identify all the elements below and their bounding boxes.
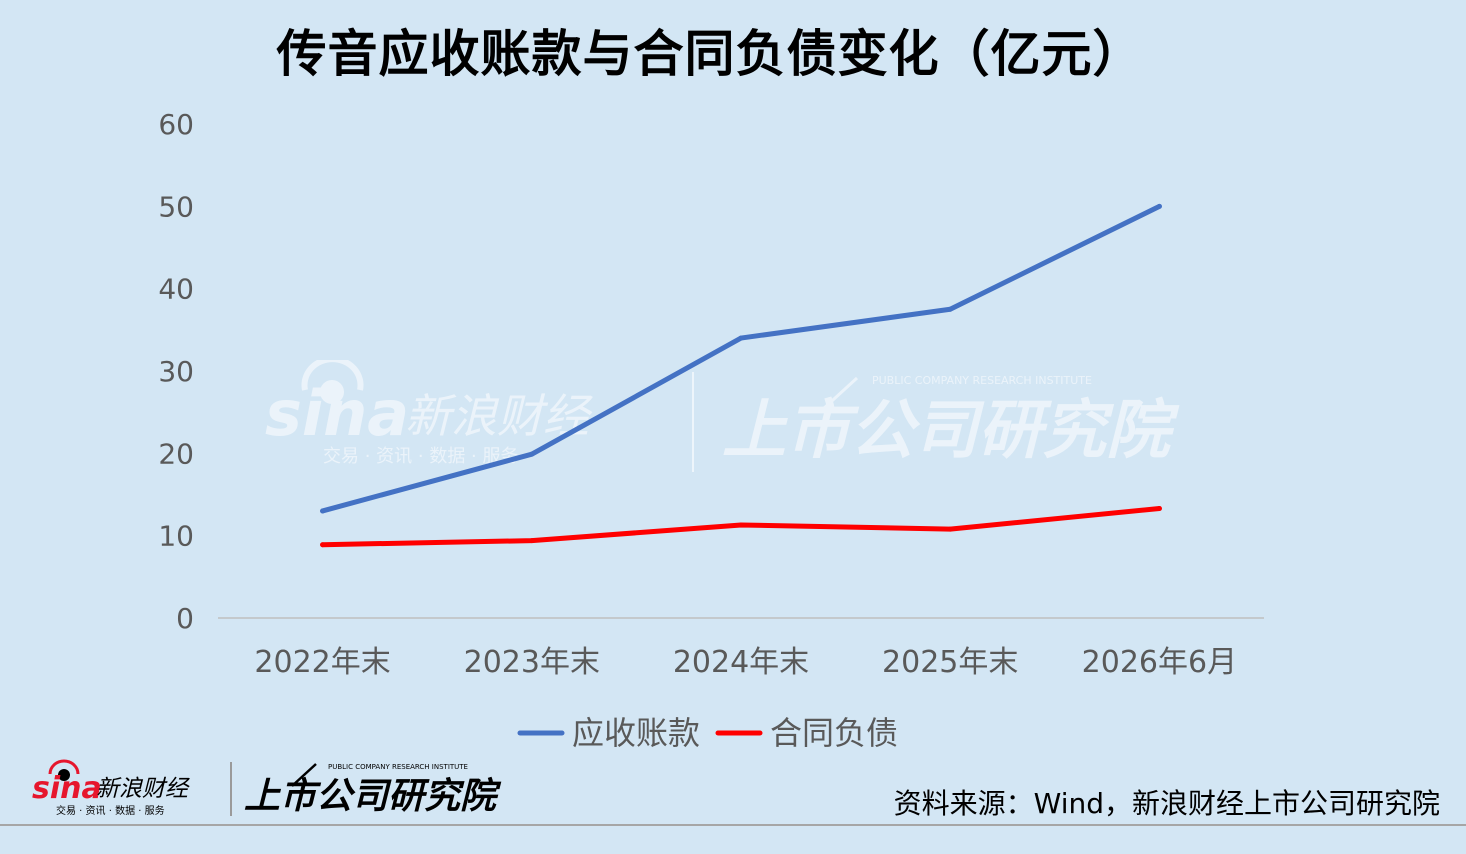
watermark-divider (692, 372, 694, 472)
data-point (1156, 203, 1162, 209)
wm-inst-cn: 上市公司研究院 (722, 394, 1180, 468)
x-tick-label: 2026年6月 (1082, 645, 1237, 680)
y-tick-label: 40 (158, 273, 194, 306)
legend: 应收账款 合同负债 (517, 714, 898, 752)
y-tick-label: 50 (158, 190, 194, 223)
x-tick-label: 2025年末 (882, 645, 1018, 680)
y-tick-label: 60 (158, 108, 194, 141)
y-tick-label: 30 (158, 355, 194, 388)
institute-logo: PUBLIC COMPANY RESEARCH INSTITUTE 上市公司研究… (244, 758, 514, 822)
series-line-0 (320, 203, 1162, 514)
sina-watermark: sina 新浪财经 交易 · 资讯 · 数据 · 服务 (265, 356, 665, 474)
data-point (529, 451, 535, 457)
y-tick-label: 20 (158, 437, 194, 470)
data-point (947, 526, 953, 532)
data-point (529, 538, 535, 544)
footer-divider (0, 824, 1466, 826)
data-point (738, 335, 744, 341)
x-tick-label: 2022年末 (254, 645, 390, 680)
y-tick-label: 10 (158, 520, 194, 553)
data-point (1156, 505, 1162, 511)
data-point (947, 306, 953, 312)
legend-label: 合同负债 (770, 714, 898, 752)
institute-logo-en: PUBLIC COMPANY RESEARCH INSTITUTE (328, 763, 468, 771)
sina-logo-tagline: 交易 · 资讯 · 数据 · 服务 (56, 804, 165, 817)
institute-logo-cn: 上市公司研究院 (244, 776, 502, 817)
y-axis-ticks: 0 10 20 30 40 50 60 (158, 108, 194, 635)
data-point (320, 508, 326, 514)
series-lines (320, 203, 1162, 548)
institute-watermark: PUBLIC COMPANY RESEARCH INSTITUTE 上市公司研究… (722, 370, 1182, 484)
wm-inst-en: PUBLIC COMPANY RESEARCH INSTITUTE (872, 374, 1092, 387)
sina-logo-cn: 新浪财经 (96, 776, 190, 802)
wm-sina-tagline: 交易 · 资讯 · 数据 · 服务 (323, 446, 519, 467)
legend-label: 应收账款 (572, 714, 700, 752)
source-note: 资料来源：Wind，新浪财经上市公司研究院 (893, 787, 1440, 820)
x-axis-ticks: 2022年末 2023年末 2024年末 2025年末 2026年6月 (254, 645, 1237, 680)
wm-sina-text: sina (265, 377, 409, 450)
x-tick-label: 2024年末 (673, 645, 809, 680)
y-tick-label: 0 (176, 602, 194, 635)
data-point (320, 542, 326, 548)
data-point (738, 522, 744, 528)
wm-sina-cn: 新浪财经 (405, 389, 593, 443)
x-tick-label: 2023年末 (464, 645, 600, 680)
sina-logo: sina 新浪财经 交易 · 资讯 · 数据 · 服务 (32, 758, 222, 822)
sina-logo-text: sina (32, 771, 102, 806)
chart-title: 传音应收账款与合同负债变化（亿元） (276, 25, 1144, 83)
logo-divider (230, 762, 232, 816)
